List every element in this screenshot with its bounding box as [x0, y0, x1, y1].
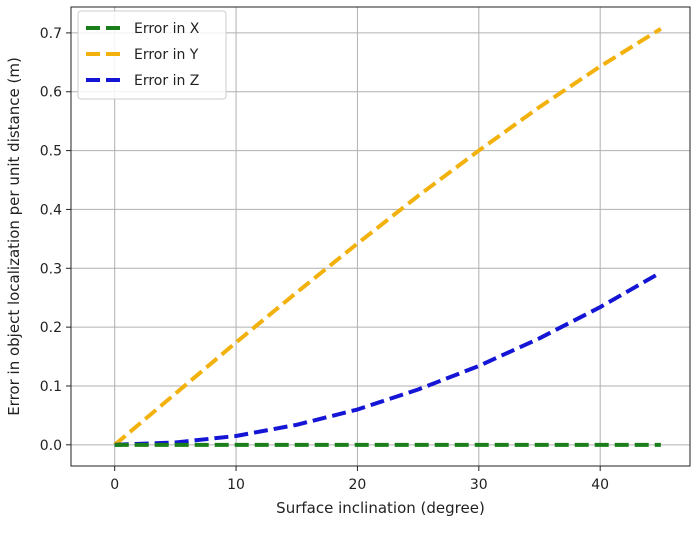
y-tick-label: 0.3	[40, 261, 62, 277]
series-line-error-in-z	[114, 270, 662, 447]
y-axis-label: Error in object localization per unit di…	[5, 57, 23, 416]
y-tick-label: 0.7	[40, 26, 62, 42]
y-tick-label: 0.5	[40, 144, 62, 160]
x-axis-label: Surface inclination (degree)	[276, 499, 485, 517]
y-tick-label: 0.4	[40, 202, 62, 218]
legend: Error in X Error in Y Error in Z	[77, 10, 227, 100]
legend-entry-error-z: Error in Z	[134, 73, 199, 89]
series-lines	[113, 27, 662, 447]
x-tick-label: 0	[110, 477, 119, 493]
x-axis-ticks: 0 10 20 30 40	[110, 466, 609, 493]
x-tick-label: 10	[227, 477, 245, 493]
legend-entry-error-y: Error in Y	[134, 47, 199, 63]
x-tick-label: 30	[470, 477, 488, 493]
x-tick-label: 40	[591, 477, 609, 493]
legend-entry-error-x: Error in X	[134, 21, 200, 37]
y-tick-label: 0.6	[40, 85, 62, 101]
series-line-error-in-y	[113, 27, 662, 447]
y-tick-label: 0.2	[40, 320, 62, 336]
x-tick-label: 20	[349, 477, 367, 493]
legend-box	[77, 10, 227, 100]
y-tick-label: 0.0	[40, 438, 62, 454]
plot-frame	[70, 6, 691, 467]
y-axis-ticks: 0.0 0.1 0.2 0.3 0.4 0.5 0.6 0.7	[40, 26, 71, 454]
y-tick-label: 0.1	[40, 379, 62, 395]
